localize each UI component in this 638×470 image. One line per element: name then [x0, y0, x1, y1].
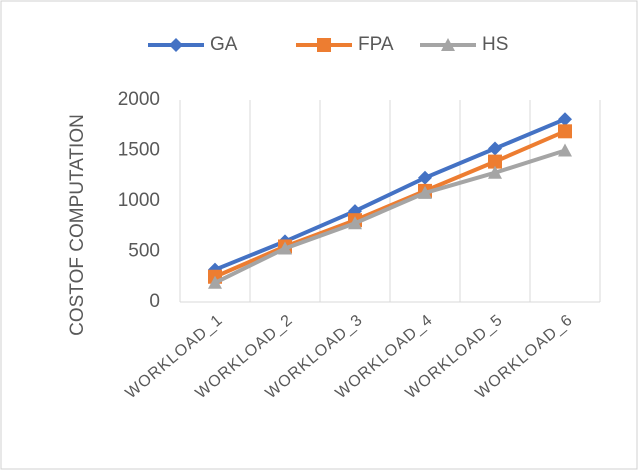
y-tick-label: 1500	[118, 140, 160, 161]
legend-label: FPA	[358, 34, 394, 55]
data-point	[208, 275, 222, 289]
data-point	[418, 170, 432, 185]
legend-label: GA	[210, 34, 238, 55]
y-tick-label: 0	[149, 291, 160, 312]
data-point	[278, 241, 292, 255]
data-point	[558, 112, 572, 127]
series-line	[214, 117, 566, 272]
data-point	[348, 216, 362, 230]
data-point	[418, 185, 432, 199]
legend-marker	[317, 38, 331, 52]
y-axis-label: COSTOF COMPUTATION	[67, 114, 88, 336]
data-point	[488, 154, 502, 169]
series-line	[214, 129, 566, 279]
legend-marker	[441, 38, 455, 51]
data-point	[488, 165, 502, 179]
y-tick-label: 1000	[118, 190, 160, 211]
legend-marker	[169, 38, 183, 52]
legend-label: HS	[482, 34, 508, 55]
y-tick-label: 2000	[118, 89, 160, 110]
series-line	[214, 148, 566, 285]
data-point	[558, 143, 572, 157]
data-point	[488, 141, 502, 156]
data-point	[558, 124, 572, 139]
y-tick-label: 500	[128, 241, 160, 262]
